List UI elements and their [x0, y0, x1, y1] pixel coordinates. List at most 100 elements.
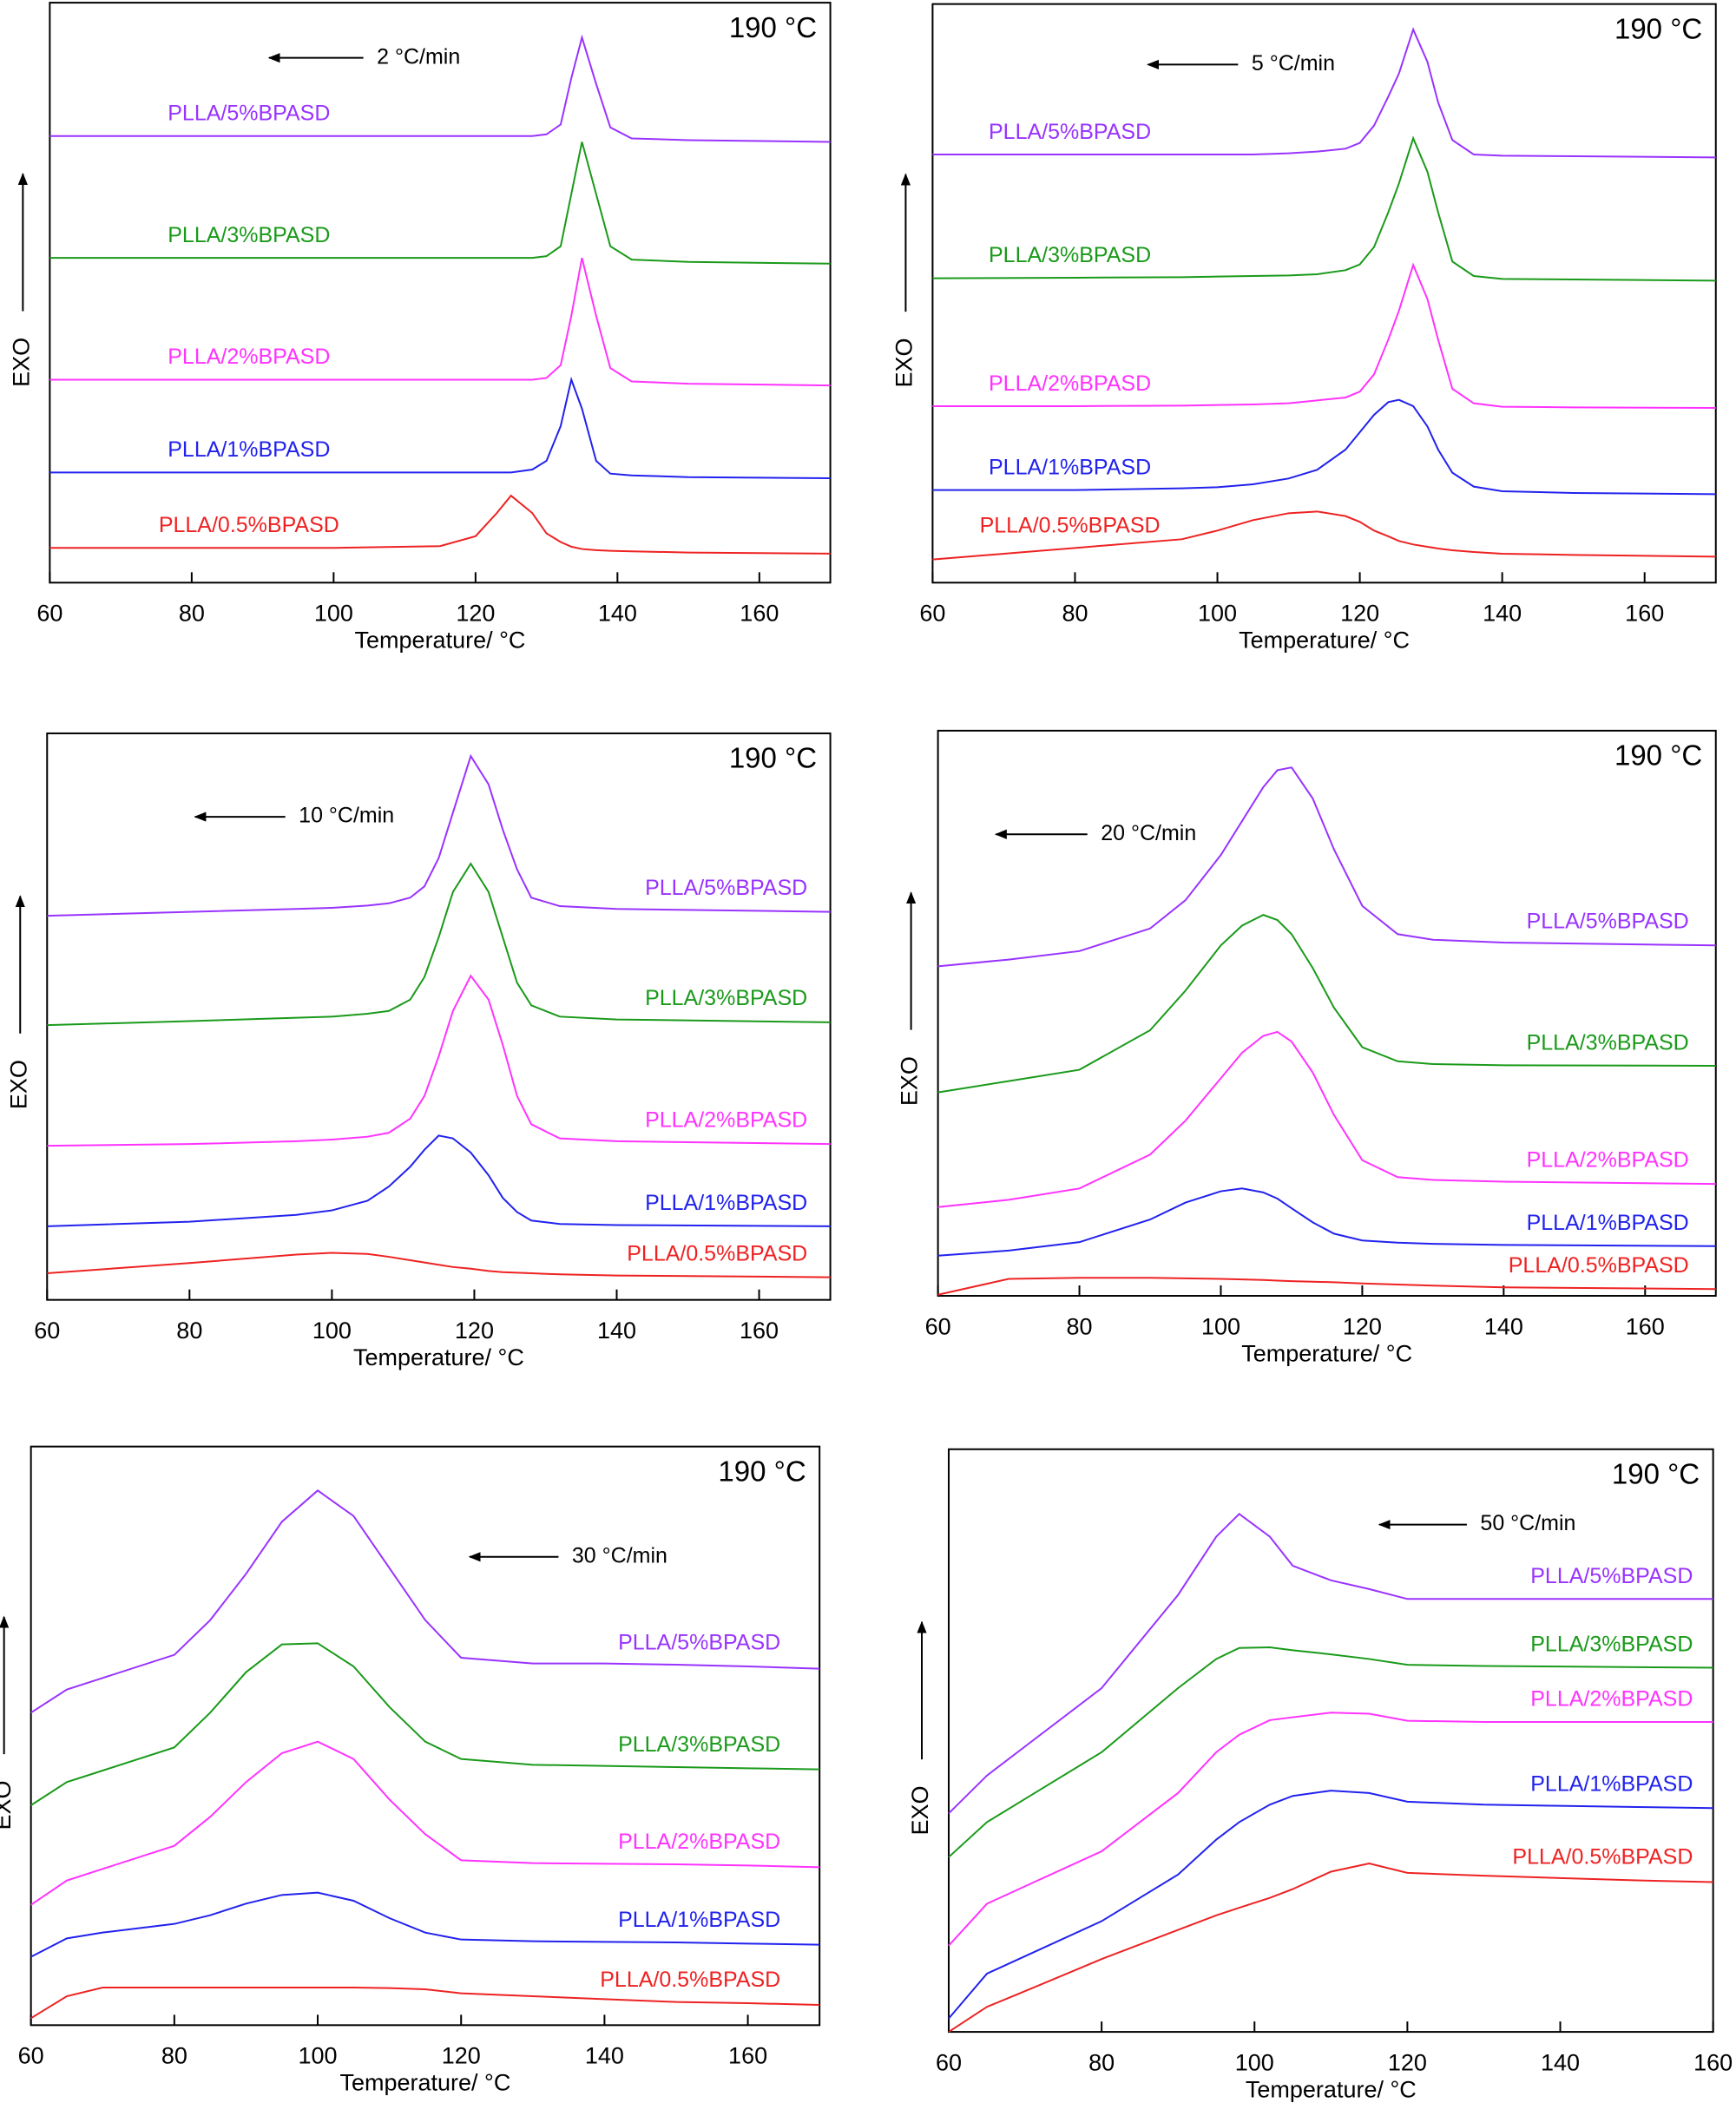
x-tick-label: 80 [1062, 601, 1088, 627]
series-label: PLLA/2%BPASD [645, 1107, 807, 1132]
x-tick-label: 140 [585, 2043, 624, 2069]
series-line [47, 1252, 831, 1278]
x-tick-label: 100 [299, 2043, 338, 2069]
series-line [47, 974, 831, 1147]
x-tick-label: 140 [597, 1318, 636, 1344]
series-line [948, 1712, 1713, 1947]
x-tick-label: 60 [936, 2049, 962, 2075]
x-tick-label: 140 [598, 601, 637, 627]
series-label: PLLA/0.5%BPASD [159, 513, 339, 537]
series-line [932, 135, 1716, 282]
series-label: PLLA/1%BPASD [645, 1191, 807, 1215]
x-tick-label: 100 [1201, 1313, 1240, 1339]
x-tick-label: 140 [1541, 2049, 1580, 2075]
series-label: PLLA/5%BPASD [618, 1630, 780, 1654]
x-tick-label: 60 [925, 1313, 951, 1339]
series-line [47, 862, 831, 1027]
panel: 60 80 100 120 140 160 Temperature/ °C EXO 190 °C… [8, 2, 832, 654]
series-line [932, 27, 1716, 159]
series-label: PLLA/0.5%BPASD [1509, 1253, 1689, 1278]
series-label: PLLA/2%BPASD [168, 345, 330, 369]
temperature-label: 190 °C [1614, 739, 1702, 772]
x-tick-label: 60 [919, 601, 945, 627]
series-label: PLLA/3%BPASD [168, 223, 330, 247]
x-tick-label: 160 [740, 1318, 779, 1344]
x-tick-label: 120 [1340, 601, 1379, 627]
series-label: PLLA/1%BPASD [989, 455, 1151, 479]
temperature-label: 190 °C [1614, 12, 1702, 44]
x-tick-label: 60 [36, 601, 62, 627]
x-tick-label: 60 [34, 1318, 60, 1344]
series-line [937, 1277, 1716, 1296]
series-line [948, 1863, 1713, 2033]
panel: 60 80 100 120 140 160 Temperature/ °C EXO 190 °C… [0, 1445, 821, 2096]
x-tick-label: 160 [728, 2043, 767, 2069]
series-line [948, 1512, 1713, 1815]
series-label: PLLA/3%BPASD [645, 986, 807, 1010]
x-axis-label: Temperature/ °C [1239, 628, 1410, 654]
series-line [30, 1740, 820, 1906]
series-label: PLLA/5%BPASD [989, 120, 1151, 144]
series-label: PLLA/0.5%BPASD [600, 1968, 780, 1992]
series-line [30, 1891, 820, 1958]
x-tick-label: 120 [1343, 1313, 1382, 1339]
temperature-label: 190 °C [729, 11, 817, 43]
series-line [30, 1987, 820, 2020]
series-label: PLLA/1%BPASD [618, 1908, 780, 1932]
panel: 60 80 100 120 140 160 Temperature/ °C EXO 190 °C… [891, 3, 1717, 654]
series-line [948, 1790, 1713, 2020]
series-line [937, 914, 1716, 1094]
x-tick-label: 100 [314, 601, 353, 627]
temperature-label: 190 °C [729, 742, 817, 774]
series-line [30, 1642, 820, 1806]
rate-label: 10 °C/min [299, 804, 394, 828]
x-tick-label: 100 [1198, 601, 1237, 627]
x-tick-label: 120 [442, 2043, 481, 2069]
y-axis-label: EXO [891, 338, 917, 387]
series-label: PLLA/0.5%BPASD [1512, 1844, 1693, 1869]
plot-frame [46, 732, 832, 1301]
x-tick-label: 80 [1067, 1313, 1093, 1339]
y-axis-label: EXO [897, 1056, 923, 1106]
series-line [932, 262, 1716, 409]
series-line [49, 34, 831, 143]
x-tick-label: 160 [1625, 601, 1664, 627]
x-axis-label: Temperature/ °C [1246, 2076, 1417, 2102]
series-line [49, 257, 831, 387]
y-axis-label: EXO [8, 338, 34, 387]
series-line [932, 398, 1716, 496]
y-axis-label: EXO [907, 1785, 933, 1835]
plot-frame [931, 3, 1717, 584]
rate-label: 20 °C/min [1101, 821, 1196, 845]
series-line [937, 766, 1716, 968]
y-axis-label: EXO [0, 1780, 16, 1830]
x-tick-label: 80 [1088, 2049, 1115, 2075]
panel: 60 80 100 120 140 160 Temperature/ °C EXO 190 °C… [5, 732, 832, 1370]
series-line [932, 510, 1716, 561]
x-tick-label: 120 [455, 1318, 494, 1344]
series-label: PLLA/3%BPASD [1530, 1632, 1693, 1656]
plot-frame [49, 2, 832, 584]
series-line [47, 753, 831, 917]
series-line [49, 376, 831, 480]
series-label: PLLA/2%BPASD [989, 371, 1151, 396]
series-label: PLLA/3%BPASD [1527, 1030, 1689, 1055]
series-line [948, 1646, 1713, 1858]
x-tick-label: 60 [18, 2043, 44, 2069]
y-axis-label: EXO [5, 1060, 31, 1109]
x-axis-label: Temperature/ °C [353, 1344, 524, 1370]
x-tick-label: 80 [176, 1318, 202, 1344]
series-label: PLLA/0.5%BPASD [980, 514, 1161, 538]
series-line [937, 1187, 1716, 1257]
x-tick-label: 140 [1483, 601, 1522, 627]
temperature-label: 190 °C [718, 1455, 806, 1487]
x-tick-label: 100 [1235, 2049, 1274, 2075]
x-tick-label: 160 [1626, 1313, 1665, 1339]
rate-label: 50 °C/min [1480, 1511, 1575, 1535]
x-tick-label: 120 [1388, 2049, 1427, 2075]
x-tick-label: 140 [1484, 1313, 1523, 1339]
series-label: PLLA/0.5%BPASD [627, 1241, 807, 1265]
x-tick-label: 160 [740, 601, 779, 627]
series-label: PLLA/1%BPASD [1530, 1771, 1693, 1796]
